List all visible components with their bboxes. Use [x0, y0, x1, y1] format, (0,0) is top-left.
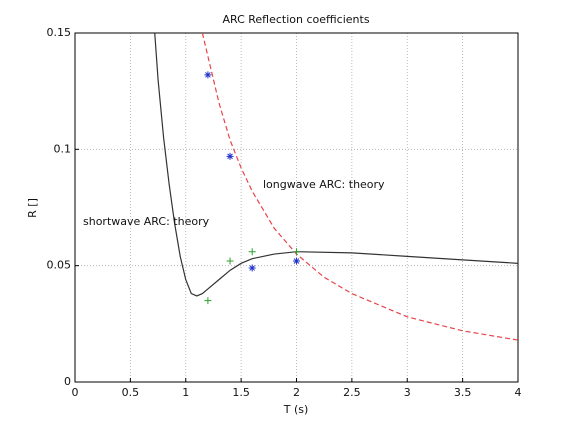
- plot-frame: [74, 32, 519, 383]
- x-tick-label: 0.5: [122, 386, 140, 399]
- y-tick-label: 0.05: [47, 259, 72, 272]
- curve: [201, 32, 519, 341]
- marker: [293, 248, 300, 256]
- marker: [226, 152, 234, 160]
- x-tick-label: 1.5: [232, 386, 250, 399]
- marker: [248, 248, 256, 256]
- marker: [204, 297, 212, 305]
- y-tick-label: 0.1: [54, 142, 72, 155]
- x-axis-label: T (s): [283, 403, 309, 416]
- y-tick-label: 0: [64, 375, 71, 388]
- chart-title: ARC Reflection coefficients: [222, 13, 369, 26]
- x-tick-label: 1: [182, 386, 189, 399]
- x-tick-label: 4: [515, 386, 522, 399]
- y-tick-label: 0.15: [47, 26, 72, 39]
- marker: [293, 257, 300, 265]
- x-tick-label: 3.5: [454, 386, 472, 399]
- x-tick-label: 0: [72, 386, 79, 399]
- annotation: shortwave ARC: theory: [83, 215, 210, 228]
- curve: [154, 32, 519, 297]
- x-tick-label: 2.5: [343, 386, 361, 399]
- x-tick-label: 2: [293, 386, 300, 399]
- marker: [226, 257, 234, 265]
- marker: [204, 71, 212, 79]
- x-tick-label: 3: [404, 386, 411, 399]
- y-axis-label: R []: [26, 198, 39, 218]
- marker: [248, 264, 256, 272]
- annotation: longwave ARC: theory: [263, 178, 385, 191]
